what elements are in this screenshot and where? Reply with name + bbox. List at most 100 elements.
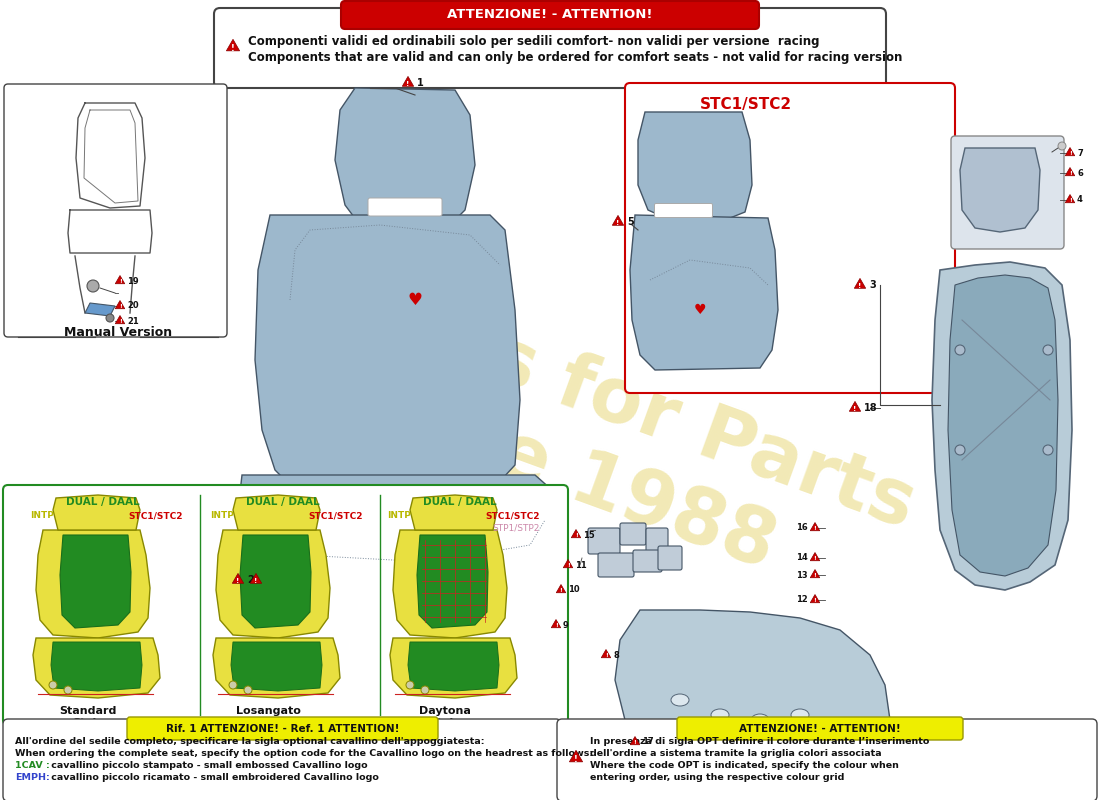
FancyBboxPatch shape <box>341 1 759 29</box>
Polygon shape <box>231 642 322 691</box>
Polygon shape <box>36 530 150 638</box>
FancyBboxPatch shape <box>654 203 713 218</box>
Text: STC1/STC2: STC1/STC2 <box>308 511 363 521</box>
Polygon shape <box>255 215 520 500</box>
Text: !: ! <box>119 279 121 284</box>
Polygon shape <box>53 495 140 530</box>
Polygon shape <box>638 112 752 222</box>
Polygon shape <box>390 638 517 698</box>
Polygon shape <box>393 530 507 638</box>
Text: 1: 1 <box>417 78 424 88</box>
Ellipse shape <box>791 709 808 721</box>
Polygon shape <box>60 535 131 628</box>
Polygon shape <box>811 570 819 578</box>
Text: cavallino piccolo ricamato - small embroidered Cavallino logo: cavallino piccolo ricamato - small embro… <box>48 774 378 782</box>
Ellipse shape <box>711 709 729 721</box>
Text: All'ordine del sedile completo, specificare la sigla optional cavallino dell'app: All'ordine del sedile completo, specific… <box>15 738 484 746</box>
Text: !: ! <box>858 283 861 289</box>
FancyBboxPatch shape <box>620 523 646 545</box>
Text: 19: 19 <box>126 277 139 286</box>
FancyBboxPatch shape <box>632 550 662 572</box>
Text: STP1/STP2: STP1/STP2 <box>493 523 540 533</box>
Polygon shape <box>932 262 1072 590</box>
FancyBboxPatch shape <box>214 8 886 88</box>
Text: DUAL / DAAL: DUAL / DAAL <box>424 497 497 507</box>
Polygon shape <box>251 574 262 583</box>
Polygon shape <box>613 215 624 226</box>
Text: 3: 3 <box>869 280 876 290</box>
Text: 6: 6 <box>1077 169 1082 178</box>
Polygon shape <box>116 301 124 309</box>
Text: STC1/STC2: STC1/STC2 <box>129 511 183 521</box>
Polygon shape <box>336 88 475 235</box>
Text: ATTENZIONE! - ATTENTION!: ATTENZIONE! - ATTENTION! <box>448 9 652 22</box>
FancyBboxPatch shape <box>625 83 955 393</box>
Text: !: ! <box>854 406 857 412</box>
Polygon shape <box>811 553 819 561</box>
Polygon shape <box>403 76 414 86</box>
FancyBboxPatch shape <box>598 553 634 577</box>
Text: !: ! <box>605 654 607 658</box>
FancyBboxPatch shape <box>3 485 568 725</box>
Polygon shape <box>811 522 819 530</box>
Text: INTP: INTP <box>210 511 234 521</box>
Polygon shape <box>410 495 497 530</box>
Polygon shape <box>849 402 860 411</box>
Text: 12: 12 <box>796 595 808 605</box>
FancyBboxPatch shape <box>646 528 668 554</box>
Text: !: ! <box>566 563 570 568</box>
Polygon shape <box>630 215 778 370</box>
Text: 17: 17 <box>642 738 653 746</box>
Text: dell'ordine a sistema tramite la griglia colori associata: dell'ordine a sistema tramite la griglia… <box>590 750 881 758</box>
Text: INTP: INTP <box>30 511 54 521</box>
Text: !: ! <box>560 588 562 594</box>
Text: Spares for Parts
since 1988: Spares for Parts since 1988 <box>214 236 925 624</box>
Ellipse shape <box>751 714 769 726</box>
Text: 16: 16 <box>796 523 808 533</box>
Text: !: ! <box>814 526 816 531</box>
Ellipse shape <box>671 694 689 706</box>
Text: Componenti validi ed ordinabili solo per sedili comfort- non validi per versione: Componenti validi ed ordinabili solo per… <box>248 35 820 49</box>
Text: ♥: ♥ <box>694 303 706 317</box>
Text: 10: 10 <box>568 586 580 594</box>
Text: In presenza di sigla OPT definire il colore durante l’inserimento: In presenza di sigla OPT definire il col… <box>590 738 930 746</box>
Polygon shape <box>51 642 142 691</box>
Polygon shape <box>563 559 573 568</box>
Text: 4: 4 <box>1077 195 1082 205</box>
FancyBboxPatch shape <box>952 136 1064 249</box>
FancyBboxPatch shape <box>3 719 561 800</box>
Polygon shape <box>630 737 640 745</box>
Circle shape <box>244 686 252 694</box>
Text: !: ! <box>1068 151 1071 156</box>
Text: STC1/STC2: STC1/STC2 <box>700 97 792 111</box>
Text: 9: 9 <box>563 621 569 630</box>
Text: INTP: INTP <box>387 511 411 521</box>
Polygon shape <box>232 574 244 583</box>
Circle shape <box>87 280 99 292</box>
Polygon shape <box>227 39 240 51</box>
Text: EMPH:: EMPH: <box>15 774 50 782</box>
Text: !: ! <box>254 578 257 584</box>
Text: !: ! <box>119 319 121 324</box>
Circle shape <box>106 314 114 322</box>
Circle shape <box>64 686 72 694</box>
Text: When ordering the complete seat, specify the option code for the Cavallino logo : When ordering the complete seat, specify… <box>15 750 593 758</box>
Polygon shape <box>85 303 116 316</box>
FancyBboxPatch shape <box>4 84 227 337</box>
Circle shape <box>50 681 57 689</box>
Circle shape <box>229 681 236 689</box>
Polygon shape <box>417 535 488 628</box>
Text: 2: 2 <box>248 575 254 585</box>
Text: entering order, using the respective colour grid: entering order, using the respective col… <box>590 774 845 782</box>
Text: !: ! <box>814 598 816 603</box>
Polygon shape <box>240 535 311 628</box>
Circle shape <box>1058 142 1066 150</box>
FancyBboxPatch shape <box>368 198 442 216</box>
Text: !: ! <box>236 578 240 584</box>
Circle shape <box>421 686 429 694</box>
Circle shape <box>1043 345 1053 355</box>
Text: Rif. 1 ATTENZIONE! - Ref. 1 ATTENTION!: Rif. 1 ATTENZIONE! - Ref. 1 ATTENTION! <box>166 723 399 734</box>
Text: ♥: ♥ <box>408 291 422 309</box>
Text: cavallino piccolo stampato - small embossed Cavallino logo: cavallino piccolo stampato - small embos… <box>48 762 367 770</box>
Polygon shape <box>615 610 890 758</box>
